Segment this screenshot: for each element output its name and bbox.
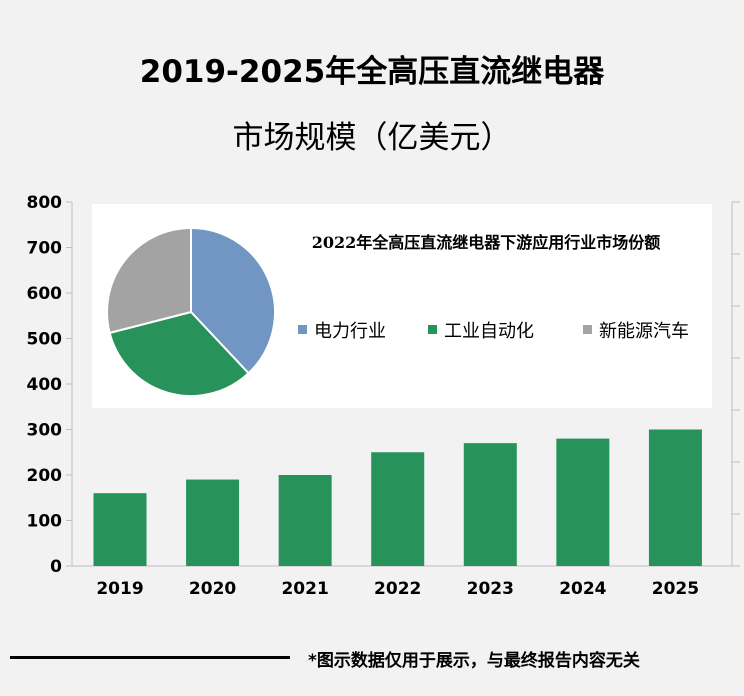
pie-slice-2 xyxy=(106,226,192,335)
y-tick-label: 500 xyxy=(27,330,63,350)
bar-2025 xyxy=(648,429,702,566)
bar-2022 xyxy=(371,452,425,566)
y-tick-label: 700 xyxy=(27,239,63,259)
x-tick-label: 2020 xyxy=(189,579,236,599)
legend-swatch xyxy=(428,325,437,334)
y-tick-label: 800 xyxy=(27,193,63,213)
legend-label: 电力行业 xyxy=(314,321,386,342)
x-tick-label: 2021 xyxy=(281,579,328,599)
y-tick-label: 400 xyxy=(27,375,63,395)
x-tick-label: 2022 xyxy=(374,579,421,599)
y-tick-label: 0 xyxy=(50,557,62,577)
pie-slice-0 xyxy=(190,226,276,375)
chart-title-line1: 2019-2025年全高压直流继电器 xyxy=(139,54,605,90)
bar-chart: 0 100 200 300 400 500 600 700 800 2019 2020 2021 20… xyxy=(27,193,740,599)
y-tick-label: 100 xyxy=(27,512,63,532)
pie-title: 2022年全高压直流继电器下游应用行业市场份额 xyxy=(312,233,661,252)
y-tick-label: 600 xyxy=(27,284,63,304)
legend-swatch xyxy=(298,325,307,334)
chart-title-line2: 市场规模（亿美元） xyxy=(232,120,512,156)
bar-2020 xyxy=(186,479,240,566)
legend-swatch xyxy=(583,325,592,334)
x-tick-label: 2019 xyxy=(96,579,143,599)
bar-2023 xyxy=(463,443,517,566)
x-tick-label: 2025 xyxy=(652,579,699,599)
footer-divider xyxy=(10,656,290,659)
legend-label: 新能源汽车 xyxy=(599,321,689,342)
bar-2024 xyxy=(556,438,610,566)
y-tick-label: 300 xyxy=(27,421,63,441)
bar-2019 xyxy=(93,493,147,566)
legend-label: 工业自动化 xyxy=(444,321,534,342)
x-tick-label: 2023 xyxy=(467,579,514,599)
pie-slice-1 xyxy=(108,310,250,397)
footer-note: *图示数据仅用于展示，与最终报告内容无关 xyxy=(308,651,640,671)
x-tick-label: 2024 xyxy=(559,579,606,599)
y-tick-label: 200 xyxy=(27,466,63,486)
bar-2021 xyxy=(278,475,332,566)
